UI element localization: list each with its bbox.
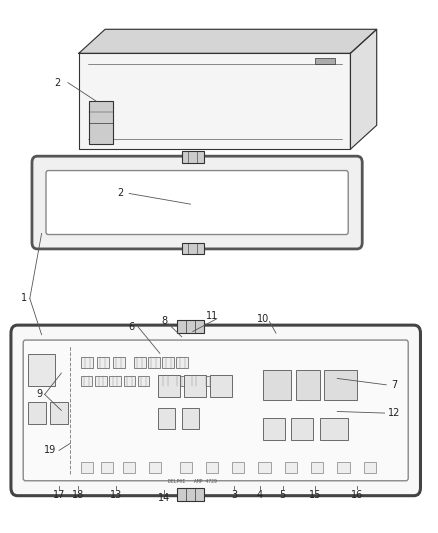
Bar xyxy=(81,357,93,368)
Text: 5: 5 xyxy=(279,490,286,499)
FancyBboxPatch shape xyxy=(11,325,420,496)
Bar xyxy=(110,376,121,386)
Bar xyxy=(149,462,161,473)
Bar xyxy=(184,375,206,397)
Text: 17: 17 xyxy=(53,490,65,499)
Bar xyxy=(337,462,350,473)
Bar xyxy=(263,370,291,400)
Bar xyxy=(188,376,200,386)
Bar xyxy=(320,418,348,440)
Bar xyxy=(311,462,323,473)
Text: 12: 12 xyxy=(388,408,400,418)
Text: 8: 8 xyxy=(161,316,167,326)
Bar xyxy=(134,357,146,368)
Bar xyxy=(174,376,185,386)
Bar xyxy=(79,53,350,149)
Bar xyxy=(160,376,171,386)
Text: 19: 19 xyxy=(44,446,57,455)
Bar xyxy=(88,101,113,144)
Bar xyxy=(158,408,175,429)
Bar xyxy=(123,462,135,473)
Text: 4: 4 xyxy=(257,490,263,499)
Text: 10: 10 xyxy=(257,314,269,324)
Bar xyxy=(258,462,271,473)
Bar xyxy=(177,488,204,501)
Text: DELPHI   AMP 4729: DELPHI AMP 4729 xyxy=(168,479,217,484)
Text: 7: 7 xyxy=(391,380,397,390)
Bar xyxy=(180,462,192,473)
Text: 2: 2 xyxy=(117,189,124,198)
FancyBboxPatch shape xyxy=(23,340,408,481)
Text: 1: 1 xyxy=(21,294,27,303)
Bar xyxy=(202,376,214,386)
Bar xyxy=(138,376,149,386)
Bar xyxy=(113,357,125,368)
Text: 3: 3 xyxy=(231,490,237,499)
Bar xyxy=(81,462,93,473)
Bar xyxy=(162,357,174,368)
Polygon shape xyxy=(350,29,377,149)
Bar xyxy=(315,58,335,64)
Bar xyxy=(182,408,199,429)
Text: 18: 18 xyxy=(72,490,84,499)
Bar xyxy=(148,357,160,368)
Bar xyxy=(176,357,188,368)
Text: 13: 13 xyxy=(110,490,122,499)
Bar xyxy=(158,375,180,397)
Text: 9: 9 xyxy=(36,390,42,399)
Text: 2: 2 xyxy=(54,78,60,87)
Bar xyxy=(182,243,204,254)
Bar xyxy=(81,376,92,386)
Bar xyxy=(291,418,313,440)
Text: 16: 16 xyxy=(351,490,363,499)
FancyBboxPatch shape xyxy=(46,171,348,235)
Bar xyxy=(364,462,376,473)
Text: 6: 6 xyxy=(128,322,134,332)
Bar xyxy=(124,376,135,386)
Bar xyxy=(263,418,285,440)
Bar xyxy=(101,462,113,473)
Bar xyxy=(97,357,109,368)
Bar xyxy=(232,462,244,473)
Bar xyxy=(177,320,204,333)
Bar xyxy=(296,370,320,400)
Text: 14: 14 xyxy=(158,494,170,503)
Polygon shape xyxy=(79,29,377,53)
Bar xyxy=(95,376,106,386)
Bar xyxy=(182,151,204,163)
Bar xyxy=(206,462,218,473)
Text: 15: 15 xyxy=(309,490,321,499)
FancyBboxPatch shape xyxy=(32,156,362,249)
Bar xyxy=(324,370,357,400)
Bar xyxy=(210,375,232,397)
Bar xyxy=(285,462,297,473)
Bar xyxy=(28,354,55,386)
Bar xyxy=(50,402,68,424)
Bar xyxy=(28,402,46,424)
Text: 11: 11 xyxy=(206,311,219,320)
